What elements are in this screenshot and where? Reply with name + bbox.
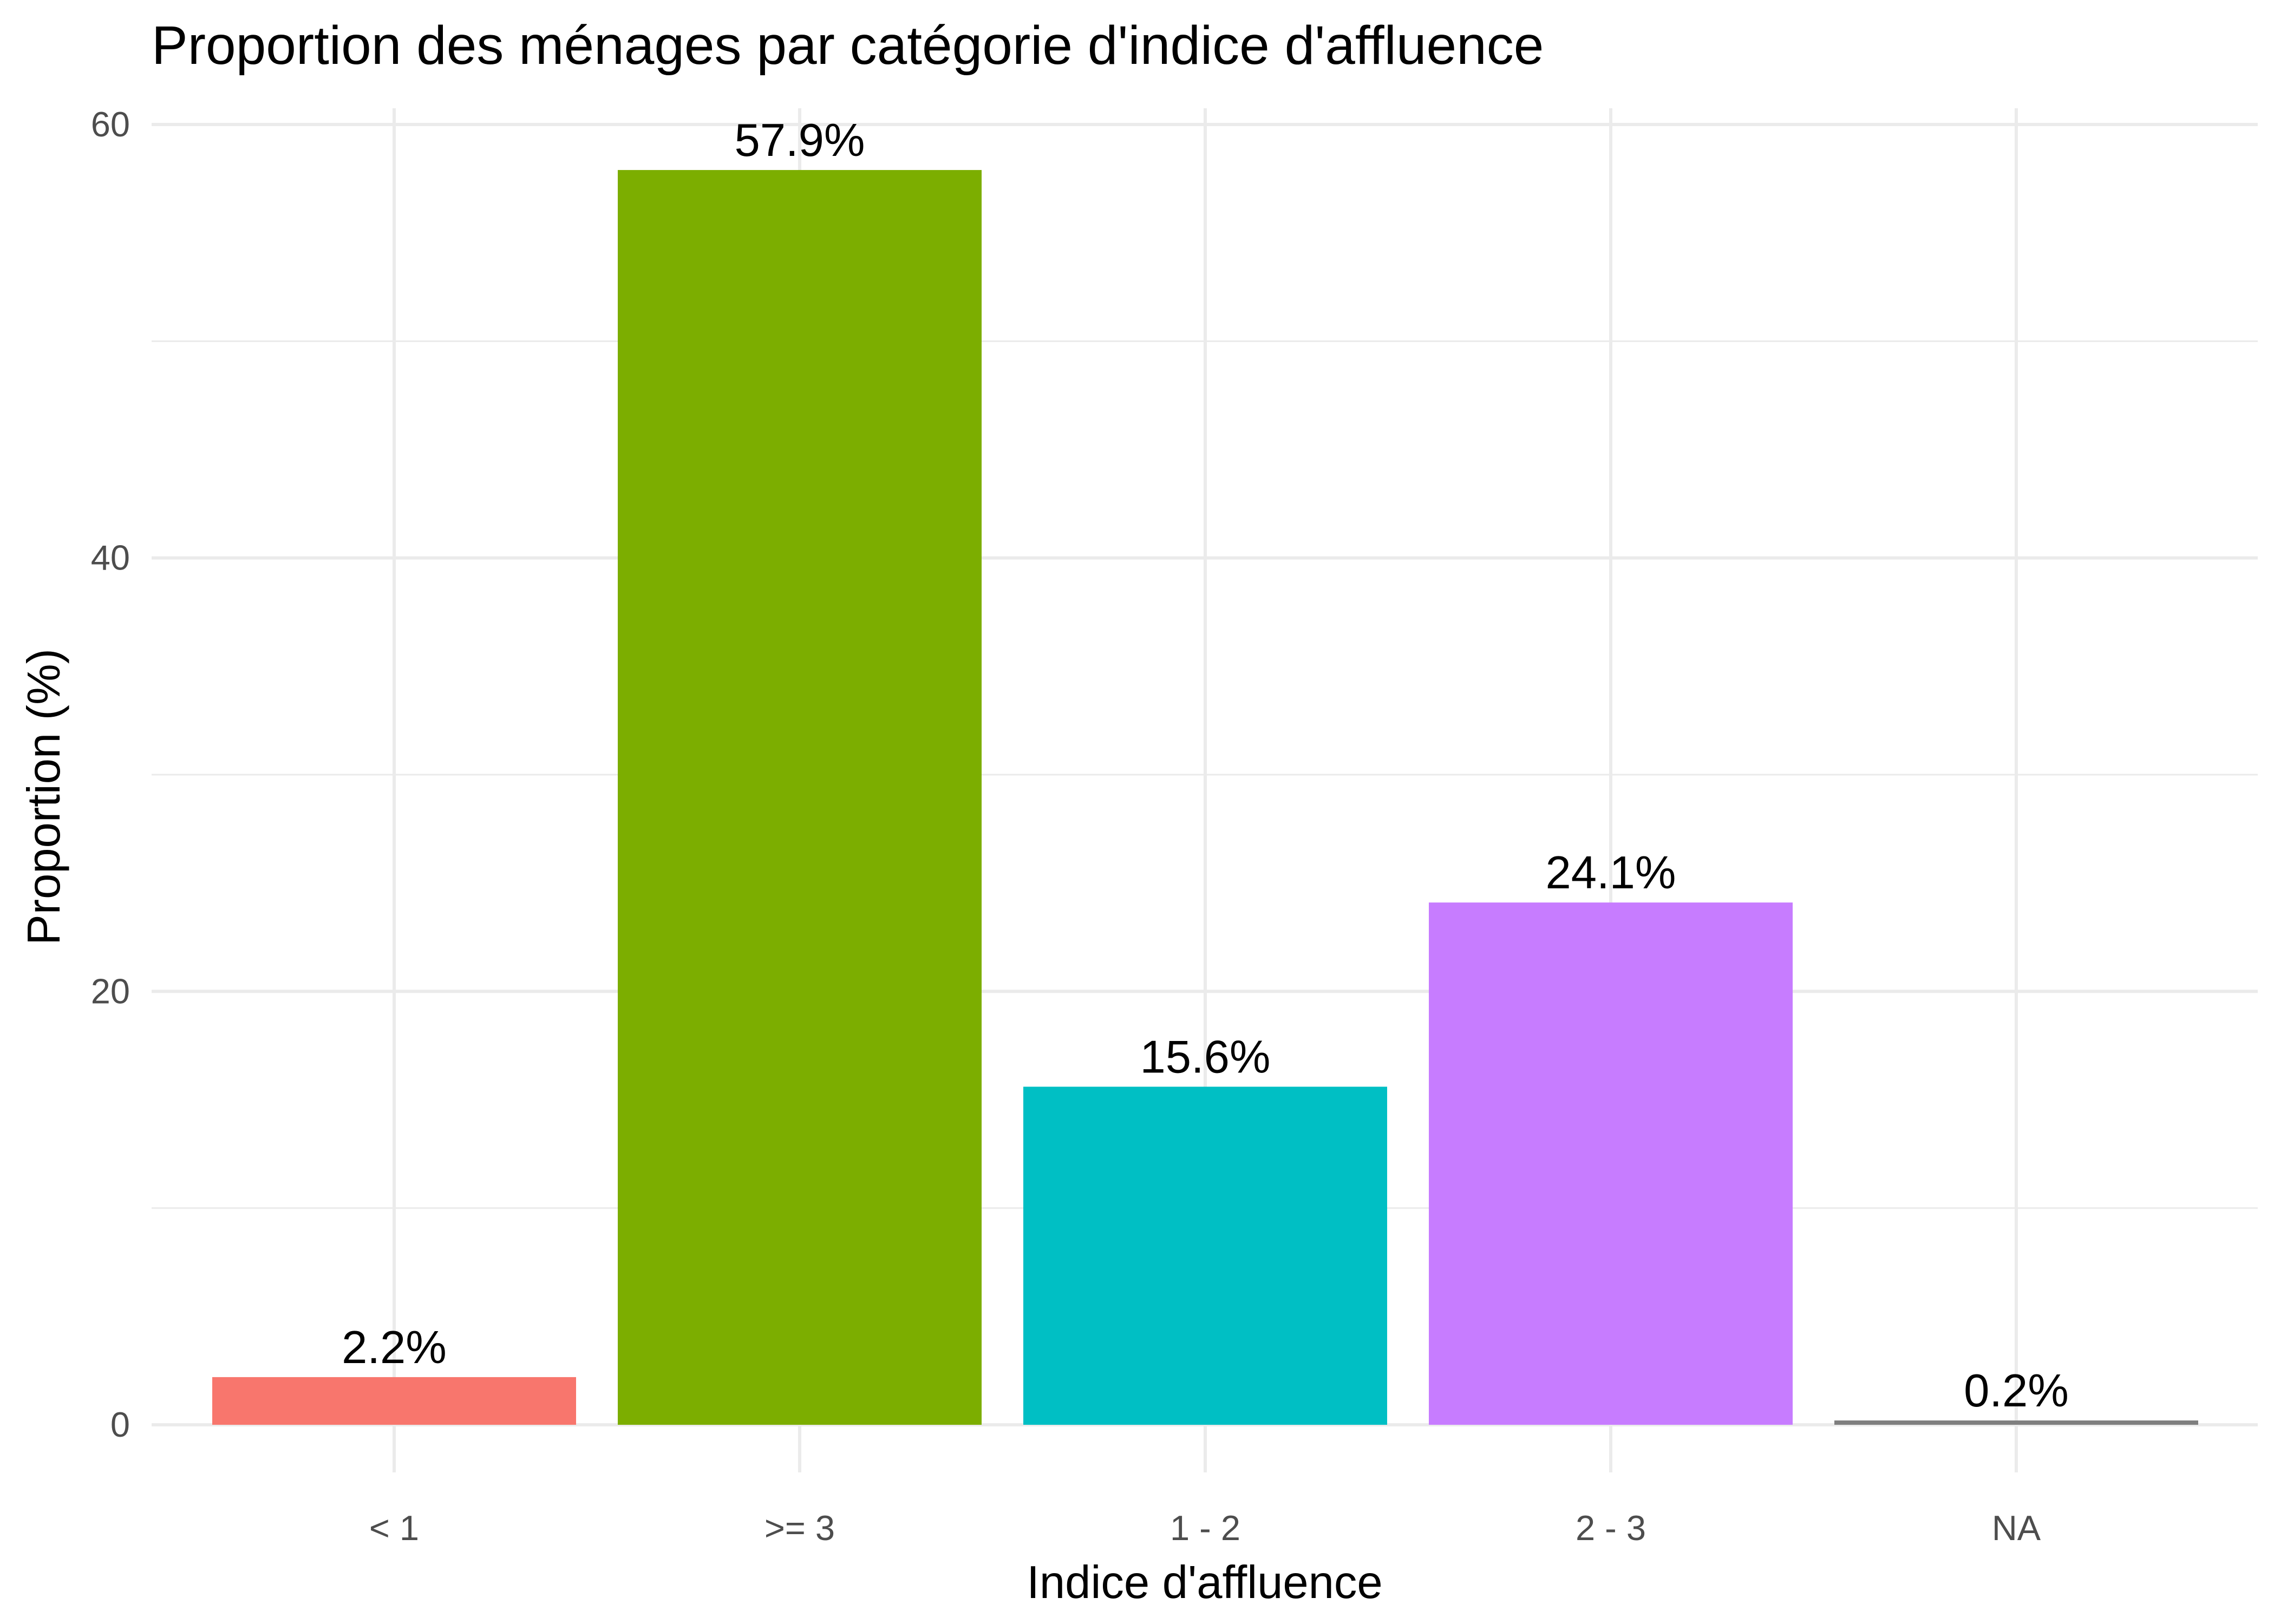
bar: [618, 170, 982, 1425]
y-tick-label: 0: [110, 1405, 130, 1444]
data-labels: 2.2% 57.9% 15.6% 24.1% 0.2%: [342, 115, 2069, 1417]
bar: [1429, 902, 1793, 1425]
x-tick-label: NA: [1992, 1508, 2041, 1548]
y-tick-label: 60: [91, 104, 130, 144]
x-tick-label: 2 - 3: [1576, 1508, 1646, 1548]
data-label: 24.1%: [1545, 847, 1676, 899]
x-tick-label: < 1: [369, 1508, 419, 1548]
bar: [212, 1377, 576, 1425]
data-label: 15.6%: [1140, 1031, 1270, 1083]
bar: [1834, 1420, 2198, 1425]
data-label: 2.2%: [342, 1322, 447, 1373]
data-label: 0.2%: [1964, 1365, 2069, 1417]
chart-title: Proportion des ménages par catégorie d'i…: [152, 15, 1544, 76]
data-label: 57.9%: [734, 115, 865, 166]
bars: [212, 170, 2198, 1425]
axis-ticks: < 1 >= 3 1 - 2 2 - 3 NA 0 20 40 60: [91, 104, 2041, 1548]
y-tick-label: 40: [91, 538, 130, 578]
y-tick-label: 20: [91, 971, 130, 1011]
bar: [1023, 1086, 1387, 1425]
x-tick-label: 1 - 2: [1170, 1508, 1240, 1548]
y-axis-title: Proportion (%): [18, 649, 70, 945]
x-axis-title: Indice d'affluence: [1027, 1557, 1382, 1608]
x-tick-label: >= 3: [764, 1508, 835, 1548]
